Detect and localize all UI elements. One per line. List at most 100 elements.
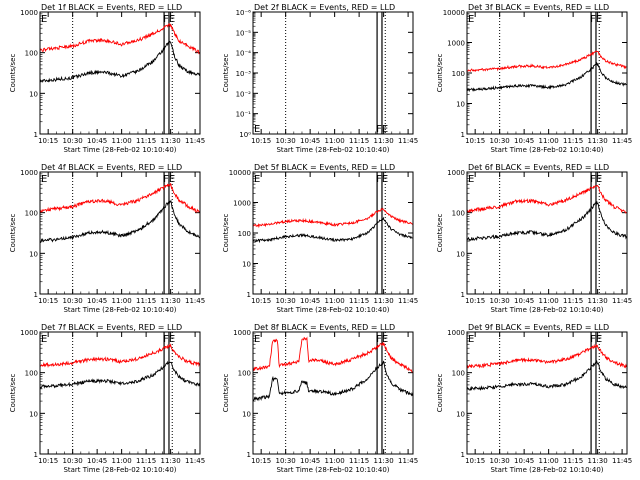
x-tick-label: 10:30 <box>276 137 296 145</box>
y-tick-label: 100 <box>25 210 38 218</box>
marker-letter-right: FE <box>590 174 602 185</box>
y-axis-label: Counts/sec <box>222 54 230 93</box>
x-tick-label: 10:30 <box>63 137 83 145</box>
marker-letter-right: FE <box>376 174 388 185</box>
series-lld-line <box>466 343 627 369</box>
x-tick-label: 11:30 <box>374 297 394 305</box>
x-axis-label: Start Time (28-Feb-02 10:10:40) <box>276 466 389 474</box>
x-tick-label: 10:30 <box>276 297 296 305</box>
series-lld-line <box>39 23 200 55</box>
x-tick-label: 10:30 <box>490 137 510 145</box>
plot-frame <box>252 331 414 455</box>
x-tick-label: 11:00 <box>325 297 345 305</box>
x-axis-label: Start Time (28-Feb-02 10:10:40) <box>63 306 176 314</box>
y-axis-label: Counts/sec <box>436 214 444 253</box>
y-tick-label: 10000 <box>443 9 465 17</box>
x-tick-label: 11:45 <box>612 297 632 305</box>
y-tick-label: 10⁻⁵ <box>236 29 252 37</box>
y-tick-label: 1 <box>461 131 465 139</box>
x-tick-label: 10:45 <box>87 137 107 145</box>
series-lld-line <box>39 182 200 213</box>
y-tick-label: 1 <box>34 451 38 459</box>
marker-letter-right: FE <box>590 14 602 25</box>
y-tick-label: 1000 <box>233 329 251 337</box>
x-tick-label: 10:45 <box>514 297 534 305</box>
x-tick-label: 10:15 <box>251 457 271 465</box>
y-tick-label: 10 <box>29 90 38 98</box>
y-tick-label: 100 <box>238 230 251 238</box>
series-lld-line <box>252 207 413 229</box>
x-tick-label: 11:00 <box>539 137 559 145</box>
x-tick-label: 10:15 <box>38 297 58 305</box>
y-tick-label: 100 <box>238 370 251 378</box>
panel-title: Det 9f BLACK = Events, RED = LLD <box>468 323 609 332</box>
x-tick-label: 11:30 <box>588 457 608 465</box>
x-tick-label: 11:30 <box>161 137 181 145</box>
x-tick-label: 11:30 <box>588 137 608 145</box>
series-events-line <box>39 40 200 83</box>
x-tick-label: 11:45 <box>612 137 632 145</box>
y-tick-label: 10 <box>242 410 251 418</box>
series-lld-line <box>252 336 413 373</box>
marker-letter-right: FE <box>163 174 175 185</box>
x-tick-label: 10:45 <box>514 137 534 145</box>
x-tick-label: 11:00 <box>325 457 345 465</box>
detector-panel-2: Det 2f BLACK = Events, RED = LLD Counts/s… <box>222 3 418 154</box>
marker-letter-right: FE <box>163 14 175 25</box>
x-tick-label: 10:15 <box>38 457 58 465</box>
y-tick-label: 1 <box>461 451 465 459</box>
x-tick-label: 11:45 <box>398 297 418 305</box>
x-tick-label: 11:30 <box>161 457 181 465</box>
y-tick-label: 100 <box>452 370 465 378</box>
y-axis-label: Counts/sec <box>9 374 17 413</box>
y-tick-label: 10⁰ <box>239 131 251 139</box>
x-tick-label: 10:15 <box>251 137 271 145</box>
marker-letter-left: E <box>254 174 260 185</box>
x-tick-label: 11:15 <box>136 457 156 465</box>
plot-frame <box>466 171 628 295</box>
series-events-line <box>39 199 200 244</box>
x-axis-label: Start Time (28-Feb-02 10:10:40) <box>276 146 389 154</box>
marker-letter-left: E <box>468 334 474 345</box>
panel-title: Det 1f BLACK = Events, RED = LLD <box>41 3 182 12</box>
x-axis-label: Start Time (28-Feb-02 10:10:40) <box>490 146 603 154</box>
y-axis-label: Counts/sec <box>436 54 444 93</box>
x-axis-label: Start Time (28-Feb-02 10:10:40) <box>490 466 603 474</box>
panel-title: Det 6f BLACK = Events, RED = LLD <box>468 163 609 172</box>
y-tick-label: 10 <box>456 250 465 258</box>
x-tick-label: 10:15 <box>251 297 271 305</box>
y-tick-label: 1000 <box>447 40 465 48</box>
y-tick-label: 10⁻² <box>236 90 252 98</box>
x-tick-label: 10:45 <box>514 457 534 465</box>
x-tick-label: 11:45 <box>398 457 418 465</box>
x-tick-label: 11:45 <box>398 137 418 145</box>
marker-letter-right: FE <box>163 334 175 345</box>
x-axis-label: Start Time (28-Feb-02 10:10:40) <box>63 146 176 154</box>
detector-panel-1: Det 1f BLACK = Events, RED = LLD Counts/s… <box>9 3 205 154</box>
y-tick-label: 100 <box>25 50 38 58</box>
y-axis-label: Counts/sec <box>9 54 17 93</box>
y-tick-label: 10 <box>29 410 38 418</box>
series-events-line <box>252 360 413 402</box>
y-tick-label: 100 <box>25 370 38 378</box>
x-tick-label: 11:00 <box>539 297 559 305</box>
series-events-line <box>466 201 627 243</box>
series-events-line <box>466 359 627 391</box>
x-tick-label: 11:00 <box>325 137 345 145</box>
series-events-line <box>466 61 627 93</box>
x-tick-label: 11:15 <box>563 457 583 465</box>
y-tick-label: 1000 <box>447 329 465 337</box>
series-lld-line <box>466 184 627 214</box>
y-tick-label: 1000 <box>20 9 38 17</box>
detector-panel-5: Det 5f BLACK = Events, RED = LLD Counts/s… <box>222 163 418 314</box>
marker-letter-right: FE <box>376 124 388 135</box>
plot-frame <box>39 11 201 135</box>
y-tick-label: 1000 <box>20 329 38 337</box>
y-axis-label: Counts/sec <box>9 214 17 253</box>
x-tick-label: 11:15 <box>563 137 583 145</box>
x-tick-label: 10:45 <box>300 137 320 145</box>
y-tick-label: 1 <box>461 291 465 299</box>
x-axis-label: Start Time (28-Feb-02 10:10:40) <box>490 306 603 314</box>
x-tick-label: 11:00 <box>112 297 132 305</box>
